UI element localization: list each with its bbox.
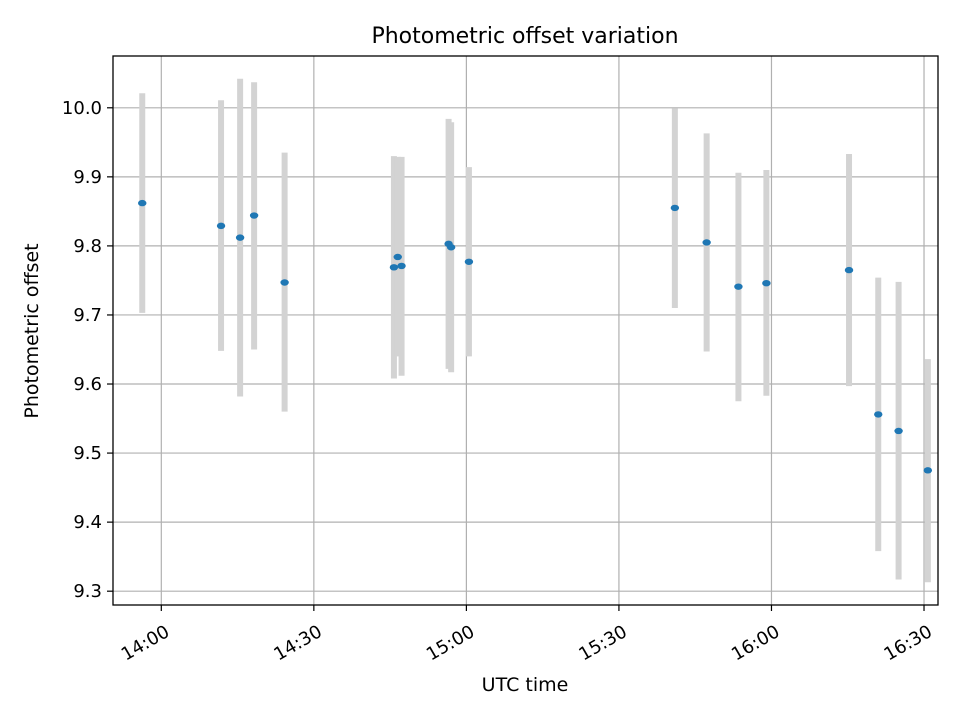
data-point: [464, 258, 474, 265]
data-point: [894, 427, 903, 435]
y-tick-label: 9.4: [73, 512, 102, 533]
data-point: [393, 253, 402, 261]
data-point: [216, 222, 226, 230]
plot-frame: [112, 55, 939, 606]
chart-title: Photometric offset variation: [371, 24, 678, 49]
y-tick-label: 9.7: [73, 305, 102, 326]
y-tick-label: 9.8: [73, 236, 102, 257]
data-point: [280, 279, 289, 286]
data-point: [874, 411, 883, 418]
data-point: [670, 204, 680, 212]
data-point: [138, 199, 147, 207]
data-point: [389, 264, 399, 271]
data-point: [844, 266, 854, 274]
y-axis-label: Photometric offset: [21, 243, 43, 418]
y-tick-label: 9.5: [73, 443, 102, 464]
y-tick-label: 9.9: [73, 167, 102, 188]
data-point: [397, 262, 406, 270]
data-point: [734, 283, 743, 290]
y-tick-label: 9.6: [73, 374, 102, 395]
data-point: [446, 244, 456, 251]
data-point: [923, 467, 933, 474]
x-axis-label: UTC time: [482, 674, 569, 696]
data-point: [235, 234, 245, 241]
y-tick-label: 9.3: [73, 581, 102, 602]
data-point: [762, 279, 771, 287]
data-point: [249, 212, 259, 219]
data-point: [702, 239, 711, 246]
point-layer: [138, 199, 933, 474]
y-tick-label: 10.0: [62, 98, 102, 119]
